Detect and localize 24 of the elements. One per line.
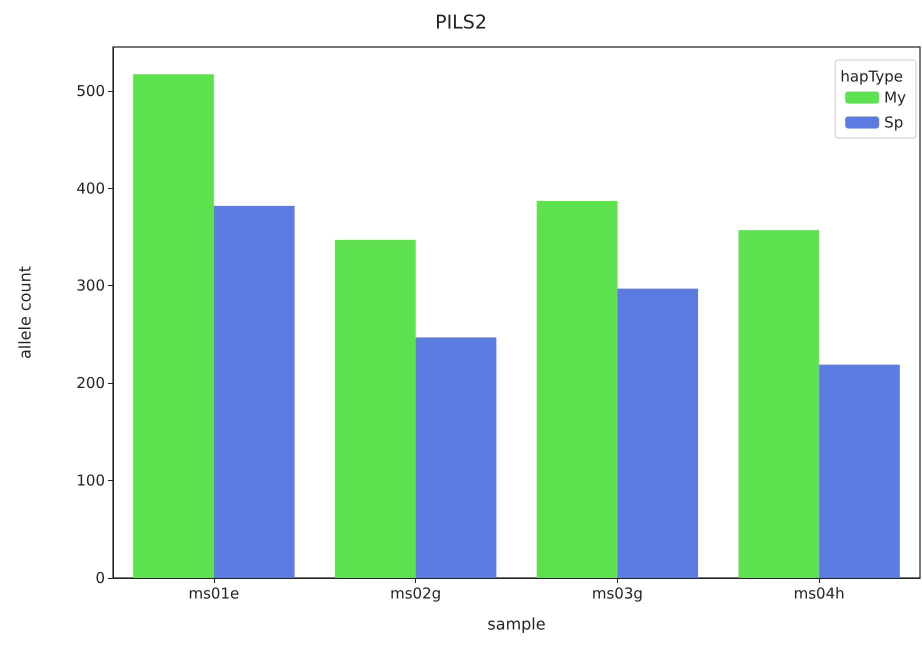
- y-tick-label: 500: [76, 82, 105, 100]
- bar: [416, 337, 496, 578]
- x-axis-title: sample: [487, 614, 546, 634]
- bar: [617, 288, 698, 578]
- x-tick-label: ms03g: [592, 584, 643, 602]
- y-tick-label: 0: [95, 569, 105, 587]
- legend-label: Sp: [884, 114, 904, 132]
- legend-label: My: [884, 88, 906, 106]
- bar: [214, 206, 295, 578]
- bar: [738, 230, 820, 578]
- bar: [334, 240, 416, 578]
- x-tick-label: ms01e: [188, 584, 240, 602]
- bar: [819, 364, 900, 578]
- y-tick-label: 300: [76, 276, 105, 295]
- y-tick-label: 400: [76, 179, 105, 198]
- x-tick-label: ms04h: [794, 584, 845, 602]
- x-tick-label: ms02g: [390, 584, 442, 602]
- bar: [536, 200, 618, 578]
- legend-title: hapType: [840, 68, 904, 86]
- chart-title: PILS2: [435, 12, 487, 34]
- y-tick-label: 200: [76, 374, 105, 392]
- bar: [133, 74, 214, 578]
- y-tick-label: 100: [76, 472, 105, 490]
- y-axis-title: allele count: [16, 266, 34, 360]
